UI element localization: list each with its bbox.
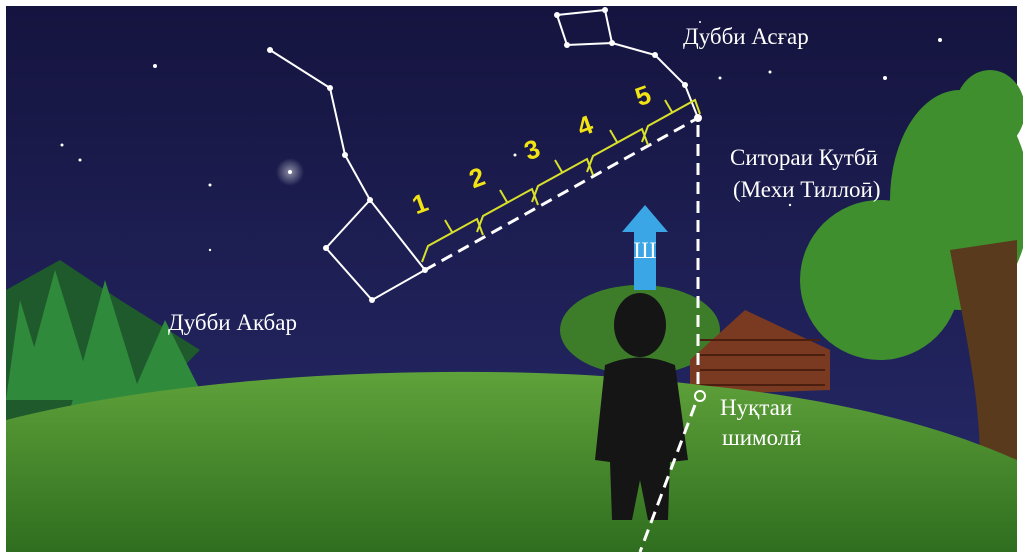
- polaris-alt-label: (Мехи Тиллоӣ): [733, 177, 880, 202]
- scene: Ш 12345 Дубби Асғар Ситораи Кутбӣ (Мехи …: [0, 0, 1023, 558]
- north-point-label: Нуқтаи: [720, 395, 792, 420]
- north-point-label: шимолӣ: [722, 425, 802, 450]
- polaris-label: Ситораи Кутбӣ: [730, 145, 878, 170]
- little-dipper-label: Дубби Асғар: [683, 24, 809, 49]
- north-label: Ш: [633, 238, 656, 263]
- big-dipper-label: Дубби Акбар: [168, 310, 297, 335]
